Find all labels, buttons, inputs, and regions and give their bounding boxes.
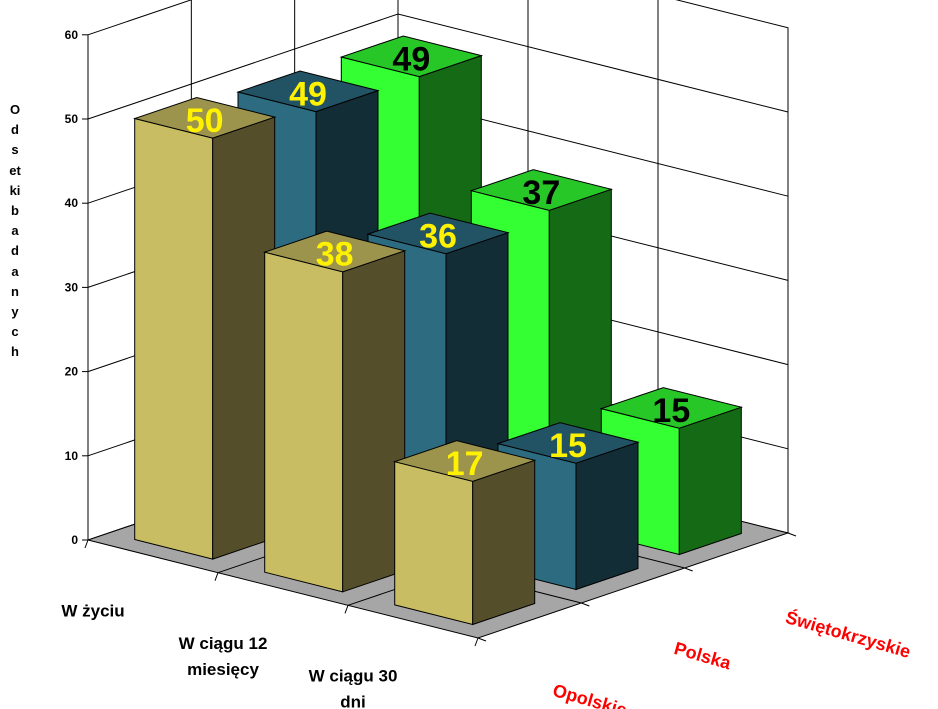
- z-tick: [787, 532, 797, 537]
- bar-front: [394, 461, 474, 626]
- y-tick-label: 0: [71, 533, 78, 547]
- data-label: 15: [652, 392, 690, 430]
- data-label: 38: [316, 236, 354, 274]
- x-tick: [84, 539, 89, 549]
- bar-side: [472, 459, 536, 626]
- data-label: 49: [392, 40, 430, 78]
- y-axis-label: Odsetki badanych: [9, 102, 21, 360]
- category-label: W życiu: [61, 601, 124, 620]
- bar-top: [469, 169, 614, 211]
- data-label: 15: [549, 427, 587, 465]
- y-tick-label: 10: [65, 449, 79, 463]
- y-tick-label: 20: [65, 365, 79, 379]
- z-tick: [581, 602, 590, 607]
- series-label: Świętokrzyskie: [783, 606, 913, 662]
- series-label: Opolskie: [551, 680, 630, 709]
- x-tick: [214, 572, 219, 581]
- y-tick-label: 50: [65, 112, 79, 126]
- bar-Opolskie-2: [392, 440, 537, 626]
- data-label: 49: [289, 75, 327, 113]
- bar-top: [392, 440, 537, 482]
- bar-Opolskie-0: [132, 96, 277, 560]
- bar-top: [262, 230, 407, 273]
- bar-top: [236, 70, 380, 113]
- y-tick-label: 30: [65, 280, 79, 294]
- z-tick: [684, 567, 693, 572]
- bar-front: [134, 117, 214, 560]
- data-label: 50: [186, 102, 224, 140]
- bar-top: [599, 387, 744, 429]
- x-tick: [474, 637, 479, 647]
- bar-top: [339, 35, 484, 78]
- data-label: 36: [419, 217, 457, 255]
- x-tick: [344, 605, 349, 614]
- bar-front: [264, 251, 344, 593]
- category-label: W ciągu 30 dni: [309, 667, 398, 709]
- series-label: Polska: [672, 638, 734, 673]
- z-tick: [477, 637, 487, 642]
- data-label: 17: [446, 445, 484, 483]
- bar-top: [132, 96, 277, 139]
- y-tick-label: 40: [65, 196, 79, 210]
- y-tick-label: 60: [65, 28, 79, 42]
- data-label: 37: [522, 174, 560, 212]
- bar-top: [496, 422, 640, 464]
- bar-top: [366, 212, 510, 255]
- category-label: W ciągu 12 miesięcy: [179, 634, 268, 679]
- bar-Opolskie-1: [262, 230, 407, 593]
